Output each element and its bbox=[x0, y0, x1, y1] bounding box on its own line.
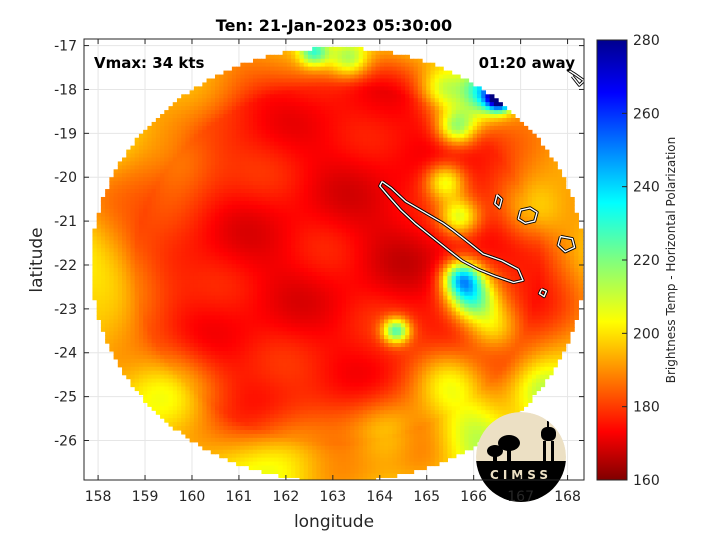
y-tick-label: -19 bbox=[54, 126, 77, 142]
coastline bbox=[556, 234, 577, 254]
y-tick-label: -26 bbox=[54, 434, 77, 450]
x-tick-label: 161 bbox=[226, 489, 253, 505]
cimss-logo-text: CIMSS bbox=[490, 468, 552, 482]
brightness-temp-swath bbox=[92, 46, 584, 480]
x-tick-label: 163 bbox=[319, 489, 346, 505]
x-tick-label: 168 bbox=[554, 489, 581, 505]
plot-frame bbox=[83, 38, 585, 481]
coastlines bbox=[378, 68, 584, 299]
y-tick-label: -22 bbox=[54, 258, 77, 274]
colorbar-label: Brightness Temp - Horizontal Polarizatio… bbox=[664, 137, 678, 384]
y-tick-label: -18 bbox=[54, 82, 77, 98]
x-axis: 158 159 160 161 162 163 164 165 166 167 168 bbox=[85, 39, 581, 505]
colorbar-tick-label: 260 bbox=[633, 106, 660, 122]
colorbar-tick-label: 160 bbox=[633, 473, 660, 489]
y-tick-label: -21 bbox=[54, 214, 77, 230]
colorbar-tick-label: 200 bbox=[633, 326, 660, 342]
y-tick-label: -20 bbox=[54, 170, 77, 186]
coastline bbox=[566, 68, 584, 87]
x-axis-label: longitude bbox=[294, 512, 374, 532]
chart-title: Ten: 21-Jan-2023 05:30:00 bbox=[216, 16, 452, 35]
coastline bbox=[537, 287, 549, 299]
y-axis-label: latitude bbox=[27, 227, 47, 292]
x-tick-label: 159 bbox=[132, 489, 159, 505]
y-tick-label: -24 bbox=[54, 346, 77, 362]
colorbar-ticks: 160 180 200 220 240 260 280 bbox=[622, 33, 660, 489]
colorbar-tick-label: 240 bbox=[633, 180, 660, 196]
y-tick-label: -23 bbox=[54, 302, 77, 318]
coastline bbox=[516, 206, 539, 225]
y-tick-label: -17 bbox=[54, 39, 77, 55]
x-tick-label: 160 bbox=[179, 489, 206, 505]
x-tick-label: 165 bbox=[413, 489, 440, 505]
x-tick-label: 166 bbox=[460, 489, 487, 505]
y-tick-label: -25 bbox=[54, 390, 77, 406]
x-tick-label: 158 bbox=[85, 489, 112, 505]
y-axis: -17 -18 -19 -20 -21 -22 -23 -24 -25 -26 bbox=[54, 39, 584, 450]
x-tick-label: 164 bbox=[366, 489, 393, 505]
colorbar-tick-label: 280 bbox=[633, 33, 660, 49]
coastline bbox=[378, 180, 525, 285]
time-away-annotation: 01:20 away bbox=[479, 54, 576, 72]
colorbar-tick-label: 220 bbox=[633, 253, 660, 269]
coastline bbox=[493, 193, 504, 210]
x-tick-label: 162 bbox=[273, 489, 300, 505]
colorbar-tick-label: 180 bbox=[633, 400, 660, 416]
x-tick-label: 167 bbox=[507, 489, 534, 505]
vmax-annotation: Vmax: 34 kts bbox=[94, 54, 204, 72]
